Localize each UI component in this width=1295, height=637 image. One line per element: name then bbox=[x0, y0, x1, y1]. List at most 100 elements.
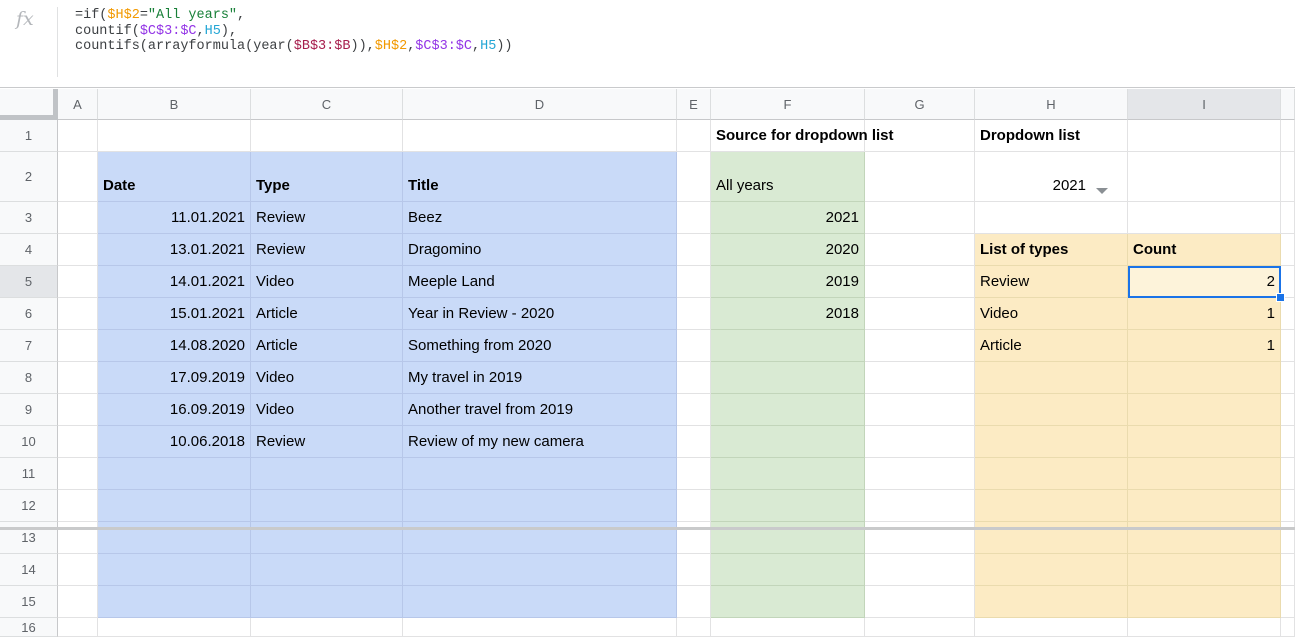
cell-H9[interactable] bbox=[975, 394, 1128, 426]
cell-H4[interactable]: List of types bbox=[975, 234, 1128, 266]
cell-J11[interactable] bbox=[1281, 458, 1295, 490]
cell-B11[interactable] bbox=[98, 458, 251, 490]
row-header-5[interactable]: 5 bbox=[0, 266, 58, 298]
cell-J10[interactable] bbox=[1281, 426, 1295, 458]
select-all-corner[interactable] bbox=[0, 89, 58, 120]
cell-C1[interactable] bbox=[251, 120, 403, 152]
cell-G5[interactable] bbox=[865, 266, 975, 298]
cell-C7[interactable]: Article bbox=[251, 330, 403, 362]
cell-D8[interactable]: My travel in 2019 bbox=[403, 362, 677, 394]
cell-I8[interactable] bbox=[1128, 362, 1281, 394]
cell-B7[interactable]: 14.08.2020 bbox=[98, 330, 251, 362]
cell-H2[interactable]: 2021 bbox=[975, 152, 1128, 202]
cell-I7[interactable]: 1 bbox=[1128, 330, 1281, 362]
cell-H7[interactable]: Article bbox=[975, 330, 1128, 362]
cell-E9[interactable] bbox=[677, 394, 711, 426]
cell-D5[interactable]: Meeple Land bbox=[403, 266, 677, 298]
cell-E10[interactable] bbox=[677, 426, 711, 458]
cell-G3[interactable] bbox=[865, 202, 975, 234]
cell-B9[interactable]: 16.09.2019 bbox=[98, 394, 251, 426]
cell-D10[interactable]: Review of my new camera bbox=[403, 426, 677, 458]
cell-A7[interactable] bbox=[58, 330, 98, 362]
cell-E12[interactable] bbox=[677, 490, 711, 522]
cell-D14[interactable] bbox=[403, 554, 677, 586]
cell-H11[interactable] bbox=[975, 458, 1128, 490]
cell-F12[interactable] bbox=[711, 490, 865, 522]
cell-J14[interactable] bbox=[1281, 554, 1295, 586]
cell-C5[interactable]: Video bbox=[251, 266, 403, 298]
cell-E15[interactable] bbox=[677, 586, 711, 618]
cell-E16[interactable] bbox=[677, 618, 711, 637]
row-header-8[interactable]: 8 bbox=[0, 362, 58, 394]
cell-I15[interactable] bbox=[1128, 586, 1281, 618]
cell-J16[interactable] bbox=[1281, 618, 1295, 637]
cell-F11[interactable] bbox=[711, 458, 865, 490]
cell-D4[interactable]: Dragomino bbox=[403, 234, 677, 266]
cell-G1[interactable] bbox=[865, 120, 975, 152]
cell-A1[interactable] bbox=[58, 120, 98, 152]
cell-J12[interactable] bbox=[1281, 490, 1295, 522]
cell-G2[interactable] bbox=[865, 152, 975, 202]
cell-C16[interactable] bbox=[251, 618, 403, 637]
cell-B1[interactable] bbox=[98, 120, 251, 152]
cell-B14[interactable] bbox=[98, 554, 251, 586]
column-header-I[interactable]: I bbox=[1128, 89, 1281, 120]
cell-A15[interactable] bbox=[58, 586, 98, 618]
cell-A5[interactable] bbox=[58, 266, 98, 298]
cell-C2[interactable]: Type bbox=[251, 152, 403, 202]
cell-A11[interactable] bbox=[58, 458, 98, 490]
row-header-2[interactable]: 2 bbox=[0, 152, 58, 202]
cell-I12[interactable] bbox=[1128, 490, 1281, 522]
cell-A14[interactable] bbox=[58, 554, 98, 586]
cell-H8[interactable] bbox=[975, 362, 1128, 394]
column-header-C[interactable]: C bbox=[251, 89, 403, 120]
cell-B2[interactable]: Date bbox=[98, 152, 251, 202]
cell-I3[interactable] bbox=[1128, 202, 1281, 234]
row-header-6[interactable]: 6 bbox=[0, 298, 58, 330]
cell-A3[interactable] bbox=[58, 202, 98, 234]
cell-F16[interactable] bbox=[711, 618, 865, 637]
cell-I11[interactable] bbox=[1128, 458, 1281, 490]
cell-G8[interactable] bbox=[865, 362, 975, 394]
cell-H6[interactable]: Video bbox=[975, 298, 1128, 330]
cell-F15[interactable] bbox=[711, 586, 865, 618]
row-header-15[interactable]: 15 bbox=[0, 586, 58, 618]
cell-A12[interactable] bbox=[58, 490, 98, 522]
cell-D15[interactable] bbox=[403, 586, 677, 618]
cell-B15[interactable] bbox=[98, 586, 251, 618]
cell-D16[interactable] bbox=[403, 618, 677, 637]
cell-G10[interactable] bbox=[865, 426, 975, 458]
cell-B3[interactable]: 11.01.2021 bbox=[98, 202, 251, 234]
cell-F8[interactable] bbox=[711, 362, 865, 394]
cell-C15[interactable] bbox=[251, 586, 403, 618]
cell-D1[interactable] bbox=[403, 120, 677, 152]
cell-C3[interactable]: Review bbox=[251, 202, 403, 234]
cell-J1[interactable] bbox=[1281, 120, 1295, 152]
cell-E4[interactable] bbox=[677, 234, 711, 266]
cell-H10[interactable] bbox=[975, 426, 1128, 458]
cell-D12[interactable] bbox=[403, 490, 677, 522]
cell-I1[interactable] bbox=[1128, 120, 1281, 152]
cell-E11[interactable] bbox=[677, 458, 711, 490]
cell-D9[interactable]: Another travel from 2019 bbox=[403, 394, 677, 426]
cell-C4[interactable]: Review bbox=[251, 234, 403, 266]
cell-J3[interactable] bbox=[1281, 202, 1295, 234]
cell-B4[interactable]: 13.01.2021 bbox=[98, 234, 251, 266]
cell-J7[interactable] bbox=[1281, 330, 1295, 362]
cell-B5[interactable]: 14.01.2021 bbox=[98, 266, 251, 298]
cell-B10[interactable]: 10.06.2018 bbox=[98, 426, 251, 458]
cell-B12[interactable] bbox=[98, 490, 251, 522]
column-header-E[interactable]: E bbox=[677, 89, 711, 120]
cell-I6[interactable]: 1 bbox=[1128, 298, 1281, 330]
column-header-F[interactable]: F bbox=[711, 89, 865, 120]
cell-C14[interactable] bbox=[251, 554, 403, 586]
row-header-9[interactable]: 9 bbox=[0, 394, 58, 426]
cell-I9[interactable] bbox=[1128, 394, 1281, 426]
cell-B16[interactable] bbox=[98, 618, 251, 637]
row-header-14[interactable]: 14 bbox=[0, 554, 58, 586]
cell-C11[interactable] bbox=[251, 458, 403, 490]
cell-F3[interactable]: 2021 bbox=[711, 202, 865, 234]
cell-G9[interactable] bbox=[865, 394, 975, 426]
cell-E8[interactable] bbox=[677, 362, 711, 394]
row-header-1[interactable]: 1 bbox=[0, 120, 58, 152]
